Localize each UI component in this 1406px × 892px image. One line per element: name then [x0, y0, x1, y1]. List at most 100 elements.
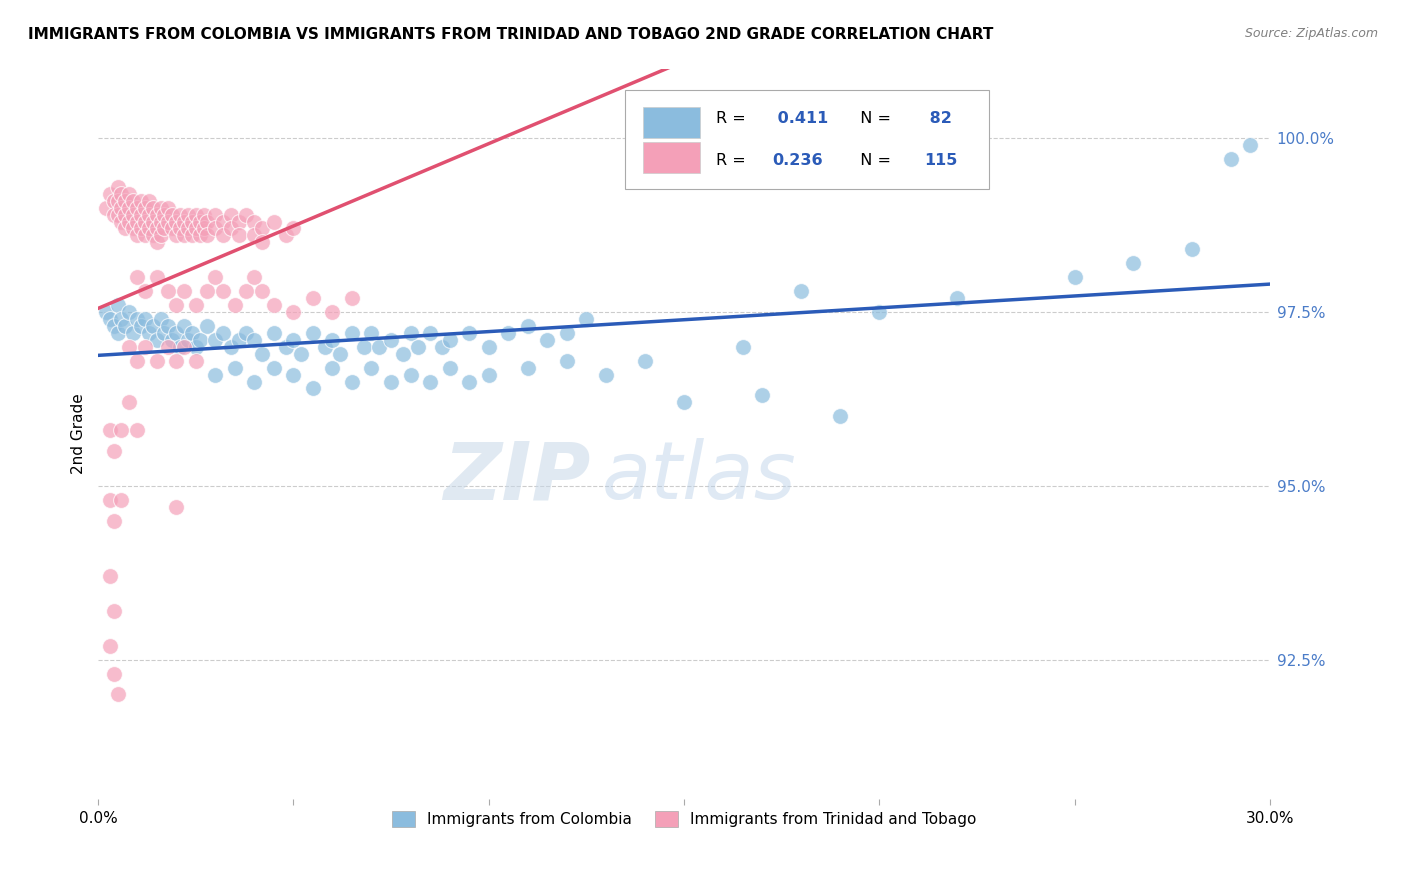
- Point: [263, 326, 285, 340]
- Point: [595, 368, 617, 382]
- Point: [129, 194, 152, 208]
- Point: [212, 284, 235, 298]
- Point: [219, 221, 242, 235]
- Point: [321, 305, 343, 319]
- Point: [197, 284, 219, 298]
- Point: [169, 208, 191, 222]
- Point: [321, 333, 343, 347]
- Point: [283, 305, 305, 319]
- Point: [204, 368, 226, 382]
- Text: atlas: atlas: [602, 439, 797, 516]
- Point: [142, 318, 165, 333]
- Point: [149, 214, 172, 228]
- Point: [165, 214, 187, 228]
- Point: [204, 221, 226, 235]
- Point: [134, 284, 156, 298]
- Point: [516, 360, 538, 375]
- Point: [177, 208, 200, 222]
- Point: [1239, 138, 1261, 153]
- Point: [340, 326, 363, 340]
- Point: [127, 312, 149, 326]
- Point: [177, 221, 200, 235]
- Point: [731, 340, 754, 354]
- Point: [250, 221, 273, 235]
- Point: [193, 221, 215, 235]
- Point: [360, 360, 382, 375]
- Point: [219, 340, 242, 354]
- Point: [634, 353, 657, 368]
- Point: [302, 326, 325, 340]
- Point: [243, 228, 266, 243]
- Point: [274, 340, 297, 354]
- Point: [1181, 243, 1204, 257]
- Point: [103, 194, 125, 208]
- Text: 0.236: 0.236: [772, 153, 823, 169]
- Point: [129, 208, 152, 222]
- Point: [138, 208, 160, 222]
- Point: [149, 312, 172, 326]
- Point: [127, 270, 149, 285]
- Point: [110, 186, 132, 201]
- Text: IMMIGRANTS FROM COLOMBIA VS IMMIGRANTS FROM TRINIDAD AND TOBAGO 2ND GRADE CORREL: IMMIGRANTS FROM COLOMBIA VS IMMIGRANTS F…: [28, 27, 994, 42]
- Text: Source: ZipAtlas.com: Source: ZipAtlas.com: [1244, 27, 1378, 40]
- Point: [165, 298, 187, 312]
- Point: [188, 214, 211, 228]
- Point: [173, 214, 195, 228]
- Point: [184, 340, 207, 354]
- Point: [263, 360, 285, 375]
- Text: 115: 115: [924, 153, 957, 169]
- Point: [145, 353, 167, 368]
- Point: [110, 492, 132, 507]
- Point: [439, 333, 461, 347]
- Point: [134, 201, 156, 215]
- Point: [204, 270, 226, 285]
- Point: [478, 340, 501, 354]
- Point: [263, 214, 285, 228]
- Point: [138, 194, 160, 208]
- Point: [340, 291, 363, 305]
- Point: [129, 318, 152, 333]
- Point: [149, 228, 172, 243]
- Point: [536, 333, 558, 347]
- FancyBboxPatch shape: [626, 90, 988, 189]
- Point: [419, 375, 441, 389]
- Text: ZIP: ZIP: [443, 439, 591, 516]
- Point: [145, 270, 167, 285]
- Point: [290, 347, 312, 361]
- Point: [243, 214, 266, 228]
- Point: [165, 353, 187, 368]
- Point: [122, 326, 145, 340]
- Point: [250, 347, 273, 361]
- Point: [555, 326, 578, 340]
- Point: [439, 360, 461, 375]
- Point: [98, 186, 121, 201]
- Point: [283, 333, 305, 347]
- Point: [162, 208, 184, 222]
- Point: [169, 340, 191, 354]
- Point: [114, 208, 136, 222]
- Point: [1122, 256, 1144, 270]
- Point: [250, 284, 273, 298]
- Point: [118, 395, 141, 409]
- Point: [127, 353, 149, 368]
- Point: [134, 228, 156, 243]
- Point: [228, 214, 250, 228]
- Point: [274, 228, 297, 243]
- Point: [165, 228, 187, 243]
- Point: [1063, 270, 1085, 285]
- Point: [188, 333, 211, 347]
- Point: [122, 194, 145, 208]
- Point: [153, 326, 176, 340]
- Point: [193, 208, 215, 222]
- Point: [157, 284, 180, 298]
- Point: [94, 305, 117, 319]
- Point: [142, 201, 165, 215]
- Point: [110, 201, 132, 215]
- Point: [212, 326, 235, 340]
- Point: [157, 214, 180, 228]
- Point: [868, 305, 890, 319]
- Point: [419, 326, 441, 340]
- Point: [790, 284, 813, 298]
- Point: [224, 360, 246, 375]
- Point: [380, 375, 402, 389]
